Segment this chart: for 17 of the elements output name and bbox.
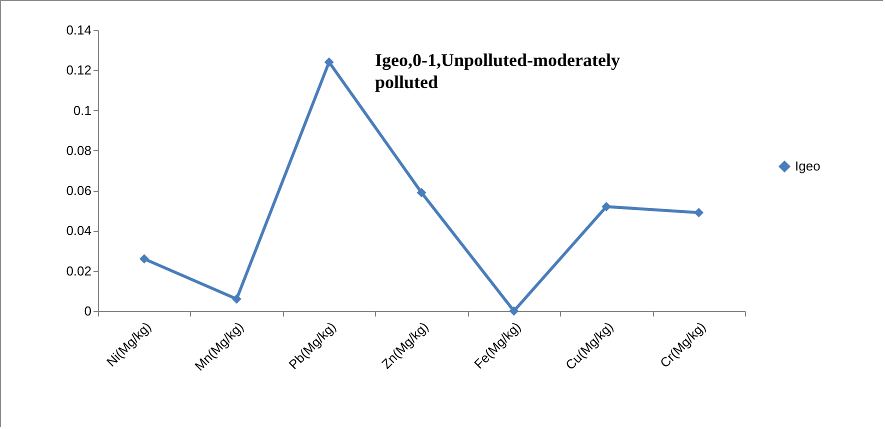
- point: [602, 202, 612, 212]
- point: [232, 294, 242, 304]
- y-tick-label: 0.02: [66, 263, 92, 278]
- y-tick-label: 0.1: [73, 102, 92, 118]
- point: [416, 188, 426, 198]
- point: [324, 57, 334, 67]
- point: [694, 208, 704, 218]
- y-tick-label: 0: [84, 304, 92, 318]
- y-tick-label: 0.14: [66, 22, 92, 38]
- point: [139, 254, 149, 264]
- y-tick-label: 0.08: [66, 142, 92, 158]
- legend-label: Igeo: [795, 158, 820, 174]
- y-tick-label: 0.04: [66, 223, 92, 238]
- y-tick-label: 0.12: [66, 62, 92, 78]
- annotation: Igeo,0-1,Unpolluted-moderately polluted: [375, 50, 620, 92]
- y-tick-label: 0.06: [66, 183, 92, 198]
- point: [509, 306, 519, 316]
